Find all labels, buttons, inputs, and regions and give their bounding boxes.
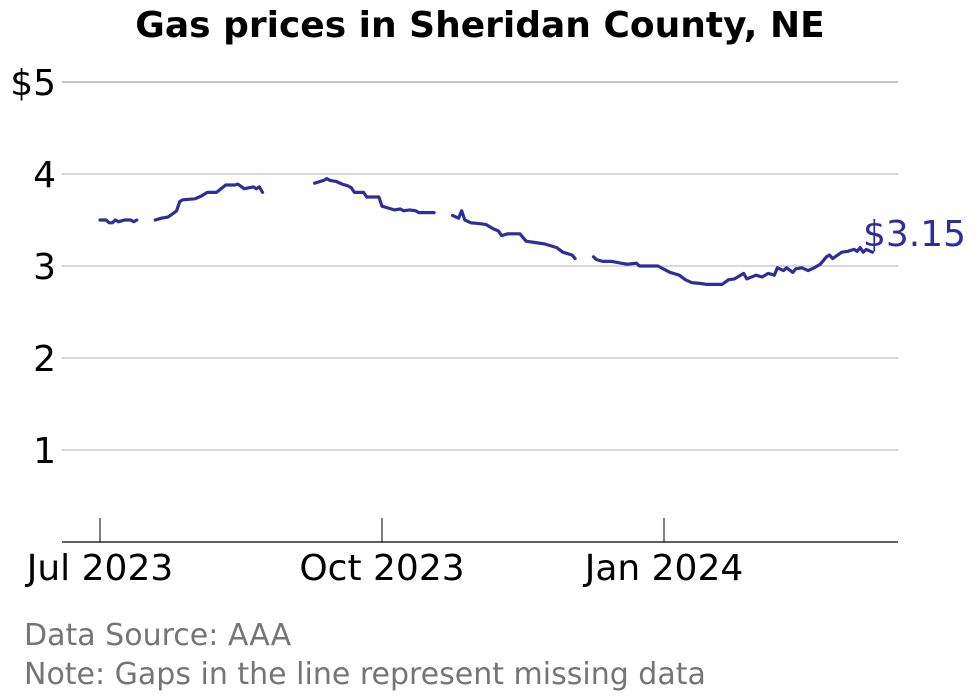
x-tick-label-0: Jul 2023 — [25, 548, 174, 589]
y-tick-label-5: $5 — [10, 63, 56, 104]
price-line-segment-5 — [591, 246, 874, 286]
x-tick-label-2: Jan 2024 — [583, 548, 744, 589]
price-series — [98, 177, 874, 286]
price-line-segment-0 — [98, 218, 139, 225]
price-line-segment-3 — [313, 177, 436, 215]
price-line-segment-4 — [450, 209, 577, 261]
data-source-note: Data Source: AAA — [24, 618, 292, 653]
price-line-segment-1 — [153, 182, 265, 222]
x-axis-ticks: Jul 2023 Oct 2023 Jan 2024 — [25, 518, 744, 589]
y-tick-label-4: 4 — [33, 155, 56, 196]
latest-price-label: $3.15 — [863, 214, 966, 255]
y-tick-label-3: 3 — [33, 247, 56, 288]
chart-title: Gas prices in Sheridan County, NE — [135, 5, 824, 46]
y-tick-label-2: 2 — [33, 339, 56, 380]
y-tick-label-1: 1 — [33, 431, 56, 472]
x-tick-label-1: Oct 2023 — [299, 548, 464, 589]
gridlines — [62, 81, 898, 451]
missing-data-note: Note: Gaps in the line represent missing… — [24, 657, 706, 692]
y-axis-ticks: 1 2 3 4 $5 — [10, 63, 56, 472]
